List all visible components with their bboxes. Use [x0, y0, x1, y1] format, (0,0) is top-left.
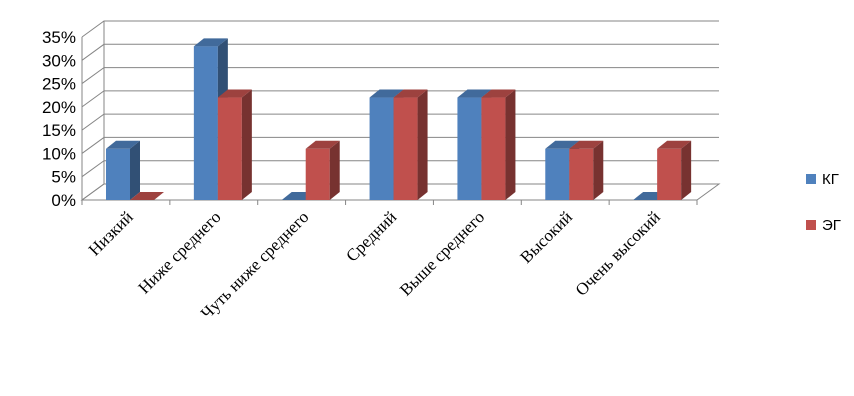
bar-flat	[130, 192, 164, 200]
bar-eg	[130, 192, 164, 200]
gridline	[81, 43, 719, 61]
y-tick-label: 30%	[42, 51, 76, 70]
legend-swatch	[806, 174, 816, 184]
x-tick-label: Очень высокий	[572, 207, 664, 299]
bar-side	[241, 89, 252, 200]
bar-eg	[657, 140, 692, 200]
x-tick-label: Ниже среднего	[135, 207, 225, 297]
bar-top	[569, 140, 604, 149]
bar-eg	[305, 140, 340, 200]
y-tick-label: 20%	[42, 98, 76, 117]
bar-top	[369, 89, 404, 98]
y-tick-label: 5%	[51, 168, 76, 187]
legend-label: ЭГ	[822, 217, 841, 234]
bar-top	[217, 89, 252, 98]
bar-front	[193, 46, 218, 200]
bar-front	[481, 97, 506, 200]
gridline	[81, 20, 719, 38]
bar-side	[417, 89, 428, 200]
bar-eg	[481, 89, 516, 200]
legend: КГ ЭГ	[806, 171, 841, 234]
y-tick-label: 35%	[42, 28, 76, 47]
bars	[106, 38, 692, 200]
x-tick-label: Высокий	[516, 207, 576, 267]
bar-front	[457, 97, 482, 200]
bar-eg	[569, 140, 604, 200]
y-tick-label: 15%	[42, 121, 76, 140]
bar-front	[305, 148, 330, 200]
bar-top	[457, 89, 492, 98]
bar-side	[681, 140, 692, 200]
bar-front	[217, 97, 242, 200]
bar-front	[545, 148, 570, 200]
bar-top	[657, 140, 692, 149]
bar-front	[393, 97, 418, 200]
bar-side	[130, 140, 140, 200]
bar-front	[369, 97, 394, 200]
y-tick-label: 10%	[42, 144, 76, 163]
bar-front	[569, 148, 594, 200]
bar-top	[193, 38, 228, 47]
x-tick-label: Выше среднего	[396, 207, 488, 299]
y-axis-ticks: 0% 5% 10% 15% 20% 25% 30% 35%	[42, 28, 76, 210]
bar-top	[106, 140, 140, 149]
bar-eg	[393, 89, 428, 200]
bar-side	[505, 89, 516, 200]
legend-label: КГ	[822, 171, 839, 188]
bar-side	[329, 140, 340, 200]
bar-side	[593, 140, 604, 200]
bar-kg	[106, 140, 140, 200]
x-tick-label: Средний	[342, 207, 400, 265]
bar-top	[545, 140, 580, 149]
bar-front	[657, 148, 682, 200]
legend-swatch	[806, 220, 816, 230]
bar-front	[106, 148, 130, 200]
bar-eg	[217, 89, 252, 200]
gridline	[81, 67, 719, 84]
y-tick-label: 0%	[51, 191, 76, 210]
x-tick-label: Низкий	[85, 207, 137, 259]
bar-top	[481, 89, 516, 98]
y-tick-label: 25%	[42, 75, 76, 94]
bar-top	[305, 140, 340, 149]
bar-top	[393, 89, 428, 98]
